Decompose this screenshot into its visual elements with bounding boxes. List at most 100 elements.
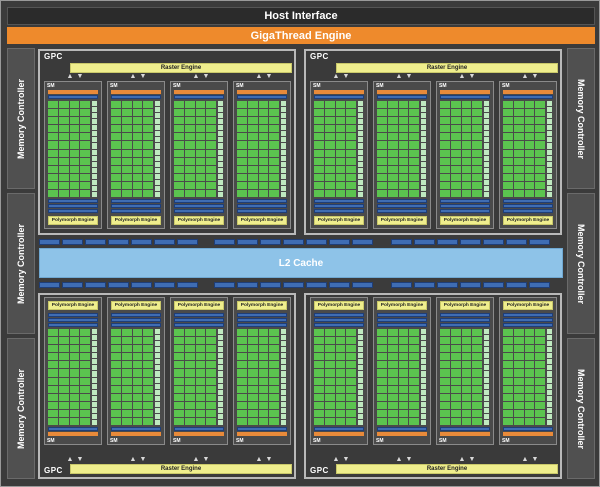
cuda-core [195,101,206,109]
cuda-core [132,181,143,189]
cuda-core [58,181,69,189]
sfu-unit [155,185,160,191]
cuda-core [450,181,461,189]
cuda-core [80,125,90,133]
cuda-core [461,409,472,417]
cuda-core [247,369,258,377]
texture-bar [314,313,364,317]
sfu-unit [358,413,363,419]
cuda-core-grid [503,101,545,197]
cuda-core [121,353,132,361]
cuda-core [69,173,80,181]
cuda-core [346,417,356,425]
l2-bank [85,282,106,288]
cuda-core [503,109,513,117]
streaming-multiprocessor: Polymorph Engine SM [310,297,368,445]
cuda-core [258,181,269,189]
cuda-core [472,181,482,189]
cuda-core [58,101,69,109]
sfu-unit [484,149,489,155]
cuda-core [132,385,143,393]
special-function-units [547,101,552,197]
cuda-core [335,133,346,141]
l2-cache: L2 Cache [39,248,563,278]
instruction-cache [111,90,161,94]
cuda-core [195,377,206,385]
load-store-bar [377,318,427,322]
load-store-bar [440,204,490,208]
cuda-core [503,353,513,361]
gpc: GPC Raster Engine ▲ ▼ SM Polymorph Engine ▲ ▼ SM… [38,49,296,235]
sfu-unit [281,161,286,167]
sfu-unit [218,347,223,353]
register-file [237,95,287,99]
register-file [440,95,490,99]
cuda-core [346,109,356,117]
cuda-core [237,361,247,369]
cuda-core [524,133,535,141]
cuda-core [269,109,279,117]
cuda-core [48,353,58,361]
sfu-unit [484,347,489,353]
cuda-core [184,337,195,345]
cuda-core [58,173,69,181]
cuda-core [314,353,324,361]
sfu-unit [281,347,286,353]
cuda-core [503,149,513,157]
cuda-core [206,117,216,125]
cuda-core [346,353,356,361]
polymorph-engine: Polymorph Engine [174,216,224,225]
sfu-unit [281,389,286,395]
arrow-up-icon: ▲ [332,73,340,80]
texture-bar [237,313,287,317]
cuda-core [377,409,387,417]
sfu-unit [358,185,363,191]
polymorph-engine: Polymorph Engine [440,216,490,225]
cuda-core [409,117,419,125]
cuda-core [195,181,206,189]
sfu-unit [421,167,426,173]
l2-bank [529,239,550,245]
cuda-core [80,133,90,141]
cuda-core [258,361,269,369]
cuda-core [184,181,195,189]
sfu-unit [358,161,363,167]
sfu-unit [484,383,489,389]
cuda-core [121,117,132,125]
sfu-unit [484,407,489,413]
cuda-core [324,353,335,361]
arrow-down-icon: ▼ [76,456,84,463]
cuda-core [472,141,482,149]
cuda-core [121,125,132,133]
cuda-core [69,377,80,385]
cuda-core [206,141,216,149]
cuda-core [58,165,69,173]
cuda-core [111,385,121,393]
cuda-core [440,117,450,125]
cuda-core [258,377,269,385]
polymorph-engine: Polymorph Engine [237,216,287,225]
cuda-core [387,401,398,409]
cuda-core [132,361,143,369]
cuda-core [524,181,535,189]
cuda-core [450,149,461,157]
cuda-core [237,157,247,165]
cuda-core [269,125,279,133]
cuda-core-grid [314,329,356,425]
gpc-label: GPC [310,466,329,475]
cuda-core [409,353,419,361]
sfu-unit [92,395,97,401]
cuda-core [174,173,184,181]
cuda-core [132,401,143,409]
cuda-core [58,133,69,141]
cuda-core-grid [174,101,216,197]
cuda-core [324,417,335,425]
register-file [440,427,490,431]
sfu-unit [484,341,489,347]
cuda-core [143,109,153,117]
cuda-core [450,417,461,425]
cuda-core [440,401,450,409]
cuda-core [513,409,524,417]
cuda-core [132,173,143,181]
cuda-core [206,101,216,109]
